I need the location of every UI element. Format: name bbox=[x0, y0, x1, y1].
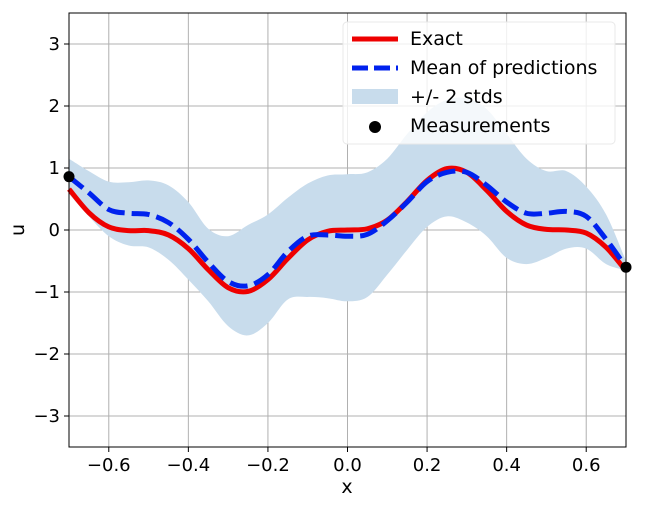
legend-swatch-band bbox=[352, 89, 398, 104]
y-tick-label: 2 bbox=[49, 96, 60, 117]
legend-swatch-measurements bbox=[369, 121, 381, 133]
x-tick-label: 0.0 bbox=[333, 455, 362, 476]
series-mean-line bbox=[67, 168, 629, 289]
x-tick-label: 0.4 bbox=[492, 455, 521, 476]
y-tick-label: −2 bbox=[33, 344, 60, 365]
legend-label-measurements: Measurements bbox=[410, 115, 550, 137]
y-tick-label: 0 bbox=[49, 220, 60, 241]
x-tick-label: 0.2 bbox=[413, 455, 442, 476]
y-axis-label: u bbox=[7, 224, 29, 236]
x-axis-label: x bbox=[341, 476, 352, 498]
x-axis-ticks: −0.6 −0.4 −0.2 0.0 0.2 0.4 0.6 bbox=[87, 447, 601, 476]
legend-box bbox=[342, 21, 616, 145]
y-axis-ticks: 3 2 1 0 −1 −2 −3 bbox=[33, 34, 69, 427]
y-tick-label: −1 bbox=[33, 282, 60, 303]
x-tick-label: −0.6 bbox=[87, 455, 131, 476]
y-tick-label: −3 bbox=[33, 406, 60, 427]
std-band bbox=[69, 97, 626, 336]
y-tick-label: 3 bbox=[49, 34, 60, 55]
x-tick-label: 0.6 bbox=[572, 455, 601, 476]
legend-label-mean: Mean of predictions bbox=[410, 57, 597, 79]
x-tick-label: −0.2 bbox=[246, 455, 290, 476]
std-band-layer bbox=[69, 97, 626, 336]
legend-label-exact: Exact bbox=[410, 28, 463, 50]
legend: Exact Mean of predictions +/- 2 stds Mea… bbox=[342, 21, 616, 145]
x-tick-label: −0.4 bbox=[166, 455, 210, 476]
series-exact-line bbox=[67, 165, 628, 295]
legend-label-band: +/- 2 stds bbox=[410, 86, 503, 108]
y-tick-label: 1 bbox=[49, 158, 60, 179]
series-layer bbox=[67, 165, 629, 295]
